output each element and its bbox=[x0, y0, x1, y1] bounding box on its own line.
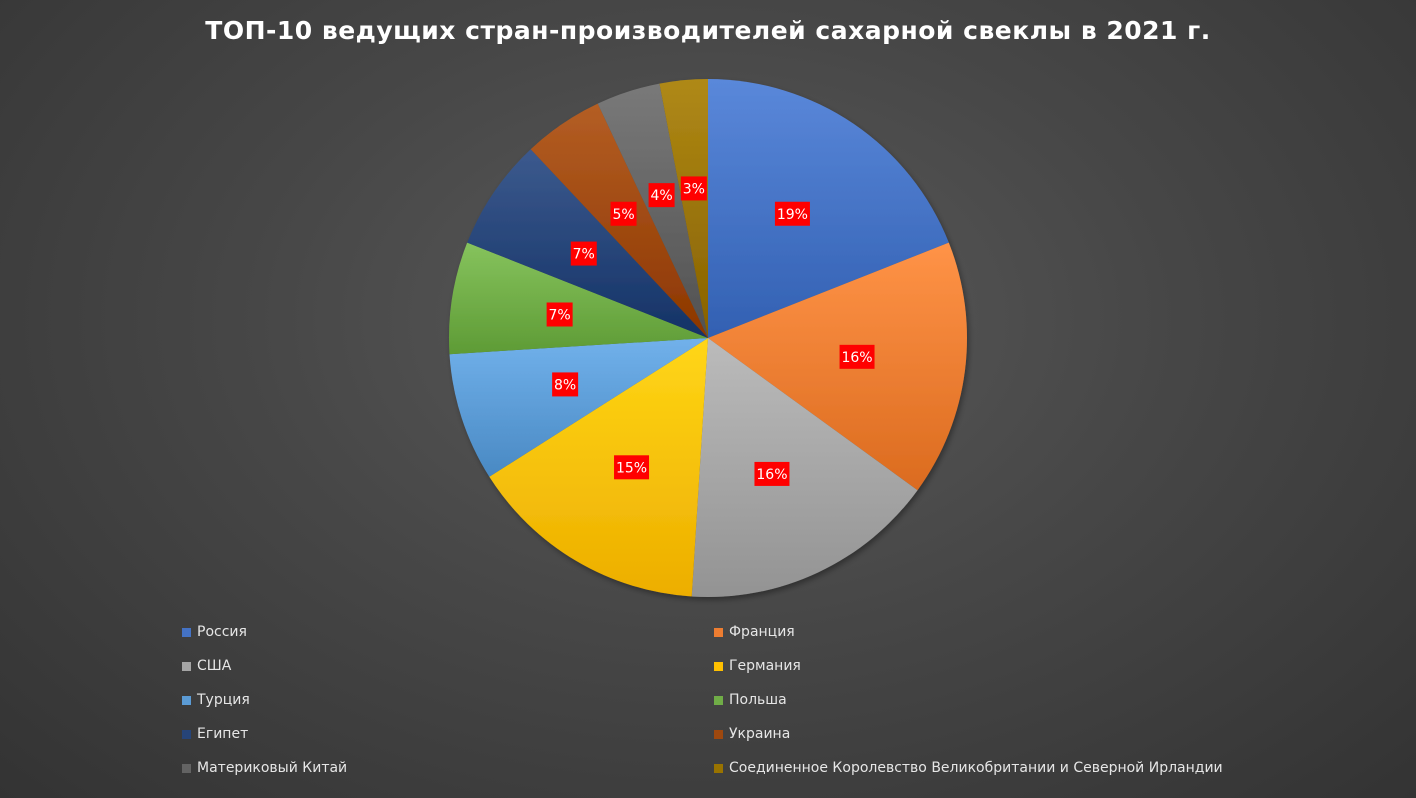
data-label-6: 7% bbox=[546, 302, 573, 327]
data-label-10: 3% bbox=[680, 176, 707, 201]
data-label-bg bbox=[648, 183, 675, 208]
data-label-5: 8% bbox=[552, 372, 579, 397]
data-label-text: 7% bbox=[573, 247, 595, 263]
legend-label: Египет bbox=[197, 726, 249, 742]
data-label-bg bbox=[680, 176, 707, 201]
chart-title: ТОП-10 ведущих стран-производителей саха… bbox=[205, 16, 1211, 45]
legend-label: Польша bbox=[729, 692, 787, 708]
data-label-3: 16% bbox=[754, 461, 790, 486]
pie-slice-5 bbox=[449, 338, 708, 477]
legend-label: Украина bbox=[729, 726, 791, 742]
data-label-bg bbox=[552, 372, 579, 397]
legend-label: Материковый Китай bbox=[197, 760, 348, 776]
data-label-bg bbox=[754, 461, 790, 486]
pie-slice-10 bbox=[659, 79, 708, 338]
pie-slice-2 bbox=[708, 242, 967, 491]
data-label-bg bbox=[839, 344, 875, 369]
legend-item-7: Египет bbox=[182, 726, 248, 742]
legend-item-6: Польша bbox=[714, 692, 787, 708]
pie-slice-9 bbox=[597, 83, 708, 338]
legend-item-2: Франция bbox=[714, 624, 795, 640]
data-label-7: 7% bbox=[570, 241, 597, 266]
data-label-4: 15% bbox=[614, 455, 650, 480]
legend-swatch bbox=[182, 763, 191, 773]
data-label-text: 8% bbox=[554, 377, 576, 393]
legend-swatch bbox=[182, 627, 191, 637]
pie-slice-6 bbox=[449, 242, 708, 355]
data-label-text: 4% bbox=[650, 188, 672, 204]
legend-item-9: Материковый Китай bbox=[182, 760, 347, 776]
legend-swatch bbox=[714, 729, 723, 739]
data-label-1: 19% bbox=[774, 201, 810, 226]
legend-label: Германия bbox=[729, 658, 801, 674]
pie-slices bbox=[449, 79, 967, 597]
data-label-text: 19% bbox=[777, 207, 808, 223]
data-label-bg bbox=[610, 201, 637, 226]
data-label-bg bbox=[570, 241, 597, 266]
data-label-9: 4% bbox=[648, 183, 675, 208]
data-label-text: 7% bbox=[549, 308, 571, 324]
data-label-bg bbox=[774, 201, 810, 226]
legend-swatch bbox=[714, 661, 723, 671]
data-label-bg bbox=[614, 455, 650, 480]
legend-label: Соединенное Королевство Великобритании и… bbox=[729, 760, 1223, 776]
legend-label: Франция bbox=[729, 624, 795, 640]
data-label-text: 15% bbox=[616, 460, 647, 476]
legend-item-10: Соединенное Королевство Великобритании и… bbox=[714, 760, 1223, 776]
pie-slice-4 bbox=[489, 338, 708, 597]
pie-data-labels: 19% 16% 16% 15% 8% 7% 7% 5% 4% 3% bbox=[546, 176, 875, 486]
legend-item-3: США bbox=[182, 658, 231, 674]
legend-swatch bbox=[714, 695, 723, 705]
legend-label: Россия bbox=[197, 624, 247, 640]
legend-item-1: Россия bbox=[182, 624, 247, 640]
legend-label: Турция bbox=[197, 692, 250, 708]
data-label-8: 5% bbox=[610, 201, 637, 226]
legend-swatch bbox=[714, 763, 723, 773]
pie-slice-3 bbox=[691, 338, 918, 597]
legend-swatch bbox=[182, 661, 191, 671]
data-label-text: 16% bbox=[756, 467, 787, 483]
legend-swatch bbox=[714, 627, 723, 637]
data-label-2: 16% bbox=[839, 344, 875, 369]
legend-item-8: Украина bbox=[714, 726, 790, 742]
legend-item-4: Германия bbox=[714, 658, 801, 674]
legend-item-5: Турция bbox=[182, 692, 250, 708]
data-label-bg bbox=[546, 302, 573, 327]
legend-label: США bbox=[197, 658, 232, 674]
data-label-text: 5% bbox=[612, 207, 634, 223]
legend-swatch bbox=[182, 729, 191, 739]
legend-swatch bbox=[182, 695, 191, 705]
data-label-text: 3% bbox=[683, 181, 705, 197]
data-label-text: 16% bbox=[841, 350, 872, 366]
pie-slice-1 bbox=[708, 79, 949, 338]
